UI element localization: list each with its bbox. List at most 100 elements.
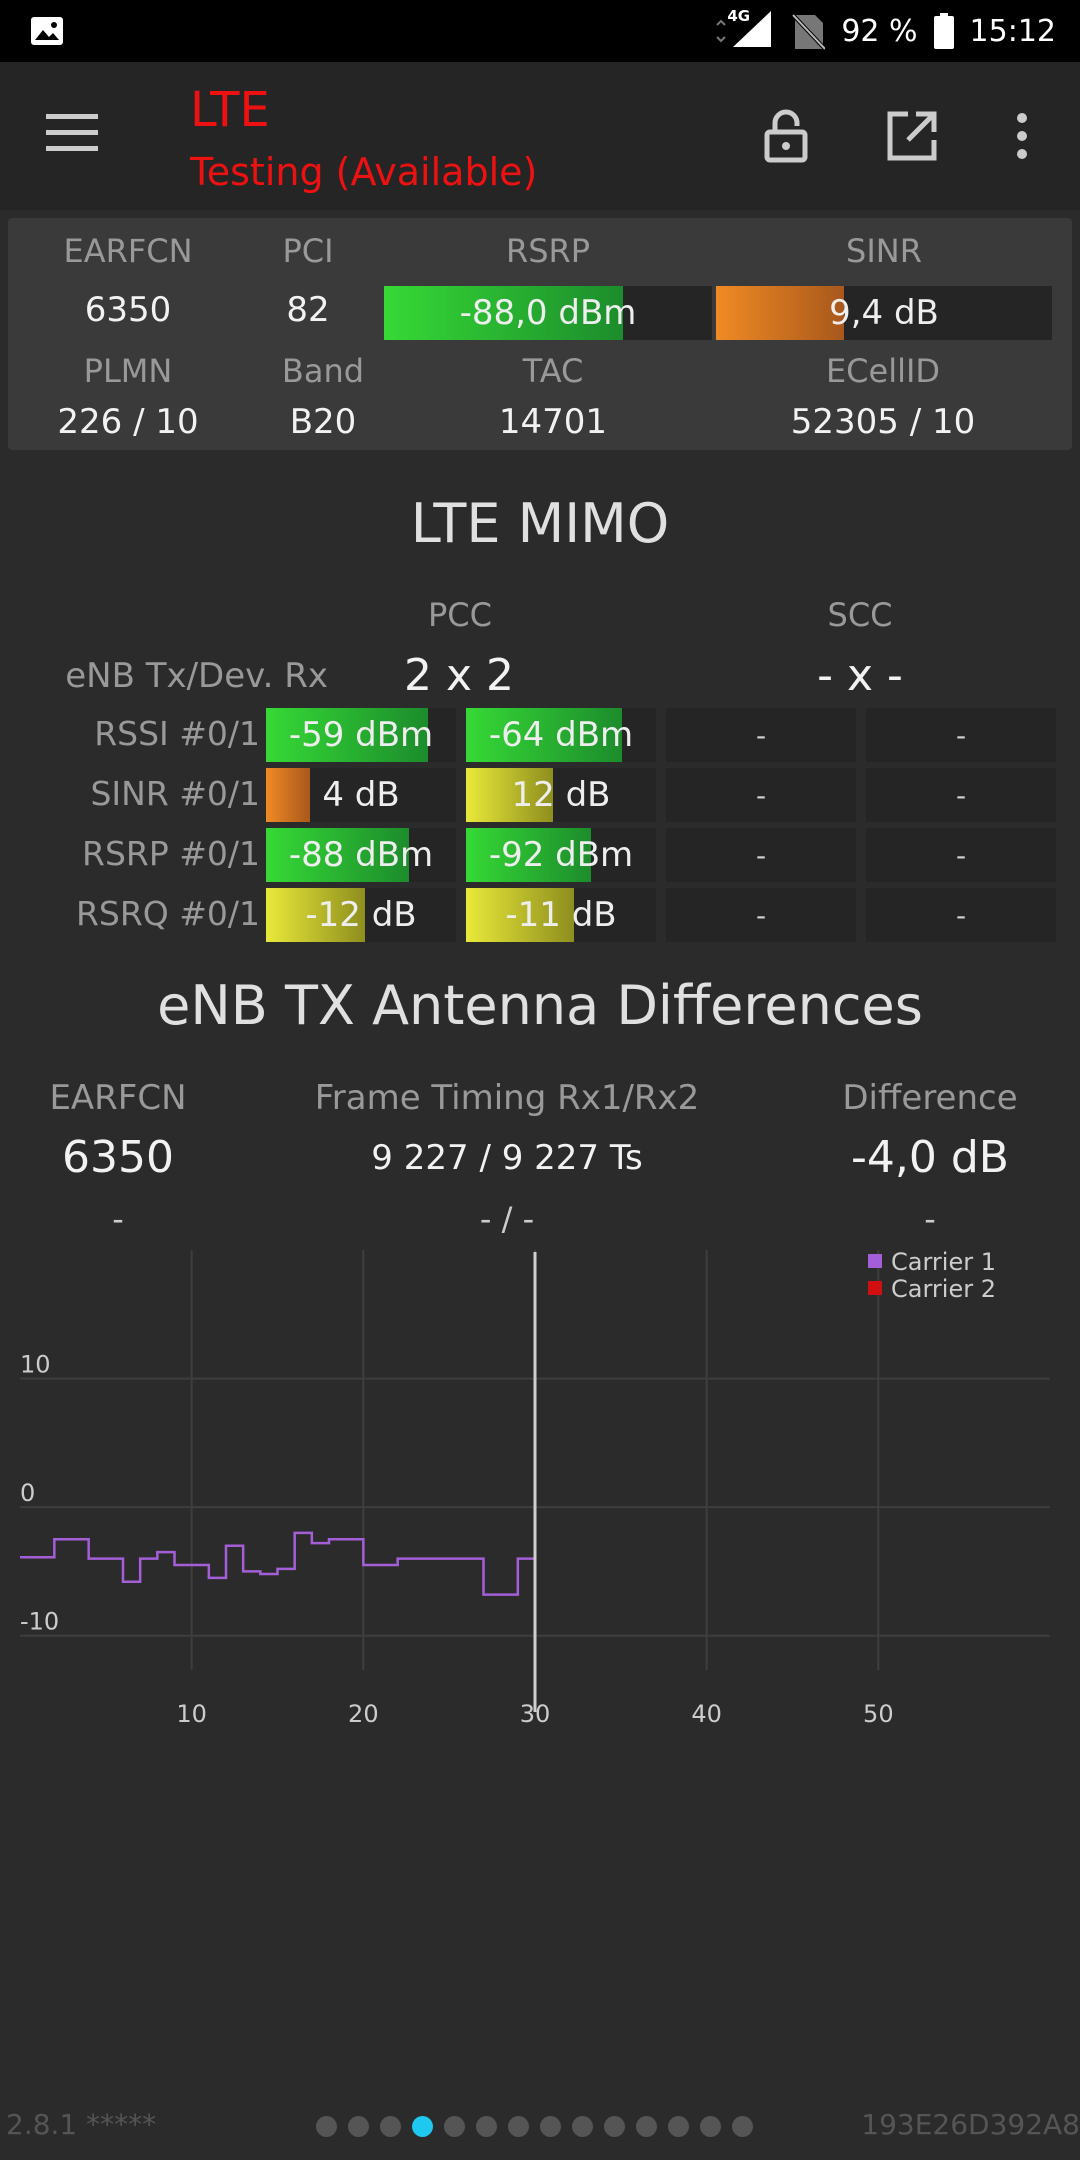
legend-label: Carrier 1	[891, 1248, 996, 1276]
mimo-cell-value: -59 dBm	[288, 715, 434, 755]
mimo-cell: -59 dBm	[266, 708, 456, 762]
mimo-cell-value: -92 dBm	[488, 835, 634, 875]
page-dot[interactable]	[700, 2116, 721, 2137]
antenna-earfcn-value: 6350	[62, 1132, 174, 1183]
page-dot[interactable]	[444, 2116, 465, 2137]
x-tick-label: 10	[176, 1700, 207, 1728]
plmn-value: 226 / 10	[57, 402, 199, 442]
sinr-value: 9,4 dB	[829, 293, 939, 333]
y-tick-label: -10	[20, 1608, 59, 1636]
mimo-cell-value: -	[955, 718, 967, 752]
menu-icon[interactable]	[46, 114, 98, 158]
mimo-cell-fill	[266, 888, 365, 942]
mimo-cell: -	[866, 768, 1056, 822]
mimo-cell: 12 dB	[466, 768, 656, 822]
more-options-icon[interactable]	[996, 108, 1048, 164]
mimo-cell-value: -	[755, 898, 767, 932]
device-id: 193E26D392A8	[861, 2108, 1080, 2141]
rsrp-bar: -88,0 dBm	[384, 286, 712, 340]
pcc-label: PCC	[428, 596, 492, 634]
no-sim-icon	[791, 13, 826, 51]
page-dot[interactable]	[540, 2116, 561, 2137]
difference-value: -4,0 dB	[851, 1132, 1009, 1183]
band-value: B20	[289, 402, 357, 442]
ecellid-label: ECellID	[825, 352, 941, 390]
band-label: Band	[281, 352, 365, 390]
scc-label: SCC	[827, 596, 893, 634]
page-title: LTE	[190, 82, 270, 138]
mimo-cell-fill	[266, 828, 409, 882]
ecellid-value: 52305 / 10	[790, 402, 976, 442]
page-dot[interactable]	[636, 2116, 657, 2137]
legend-swatch	[868, 1281, 882, 1295]
rsrp-value: -88,0 dBm	[459, 293, 637, 333]
tac-value: 14701	[498, 402, 608, 442]
mimo-cell-value: -	[755, 778, 767, 812]
mimo-cell: -	[666, 828, 856, 882]
earfcn-label: EARFCN	[63, 232, 193, 270]
page-dot[interactable]	[572, 2116, 593, 2137]
mimo-cell: -	[666, 888, 856, 942]
cell-info-panel: EARFCN PCI RSRP SINR 6350 82 -88,0 dBm 9…	[8, 218, 1072, 450]
mimo-cell-fill	[266, 708, 428, 762]
page-subtitle: Testing (Available)	[190, 150, 538, 194]
antenna-earfcn-value-2: -	[112, 1200, 124, 1238]
x-tick-label: 40	[691, 1700, 722, 1728]
plmn-label: PLMN	[83, 352, 173, 390]
mimo-cell-value: -11 dB	[505, 895, 617, 935]
sinr-label: SINR	[846, 232, 922, 270]
mimo-cell: -64 dBm	[466, 708, 656, 762]
pcc-mimo-value: 2 x 2	[404, 650, 514, 701]
y-tick-label: 10	[20, 1351, 51, 1379]
antenna-section-title: eNB TX Antenna Differences	[157, 974, 923, 1037]
difference-value-2: -	[924, 1200, 936, 1238]
mimo-cell: -	[866, 708, 1056, 762]
page-dot[interactable]	[508, 2116, 529, 2137]
unlock-icon[interactable]	[758, 108, 814, 164]
battery-icon	[933, 13, 954, 49]
page-dot[interactable]	[732, 2116, 753, 2137]
open-external-icon[interactable]	[884, 108, 940, 164]
mimo-section-title: LTE MIMO	[410, 492, 670, 555]
mimo-cell-fill	[466, 708, 622, 762]
mimo-cell-value: -88 dBm	[288, 835, 434, 875]
mimo-cell: -	[666, 708, 856, 762]
clock: 15:12	[969, 13, 1056, 49]
mimo-cell-value: -	[955, 778, 967, 812]
page-dot[interactable]	[348, 2116, 369, 2137]
scc-mimo-value: - x -	[817, 650, 903, 701]
mimo-cell-value: -64 dBm	[488, 715, 634, 755]
page-dot[interactable]	[412, 2116, 433, 2137]
mimo-cell: 4 dB	[266, 768, 456, 822]
mimo-cell-value: -	[755, 838, 767, 872]
pci-value: 82	[286, 290, 330, 330]
difference-label: Difference	[842, 1078, 1018, 1118]
signal-4g-icon: 4G	[715, 7, 775, 51]
sinr-bar: 9,4 dB	[716, 286, 1052, 340]
page-dot[interactable]	[476, 2116, 497, 2137]
mimo-row-label: RSRP #0/1	[82, 834, 260, 873]
mimo-cell-value: -12 dB	[305, 895, 417, 935]
series-line-carrier-1	[20, 1531, 535, 1596]
mimo-row-label: RSSI #0/1	[94, 714, 260, 753]
mimo-cell-fill	[266, 768, 310, 822]
battery-percent: 92 %	[841, 13, 918, 49]
pci-label: PCI	[282, 232, 334, 270]
mimo-row-label: SINR #0/1	[90, 774, 260, 813]
mimo-cell: -11 dB	[466, 888, 656, 942]
page-dot[interactable]	[316, 2116, 337, 2137]
page-indicator	[316, 2116, 753, 2137]
mimo-cell: -88 dBm	[266, 828, 456, 882]
mimo-cell-fill	[466, 888, 575, 942]
mimo-cell-fill	[466, 828, 592, 882]
mimo-cell: -92 dBm	[466, 828, 656, 882]
x-tick-label: 50	[863, 1700, 894, 1728]
frame-timing-value: 9 227 / 9 227 Ts	[371, 1138, 643, 1178]
mimo-cell-value: 4 dB	[322, 775, 400, 815]
page-dot[interactable]	[380, 2116, 401, 2137]
page-dot[interactable]	[668, 2116, 689, 2137]
mimo-cell: -	[866, 888, 1056, 942]
page-dot[interactable]	[604, 2116, 625, 2137]
frame-timing-value-2: - / -	[479, 1200, 535, 1238]
